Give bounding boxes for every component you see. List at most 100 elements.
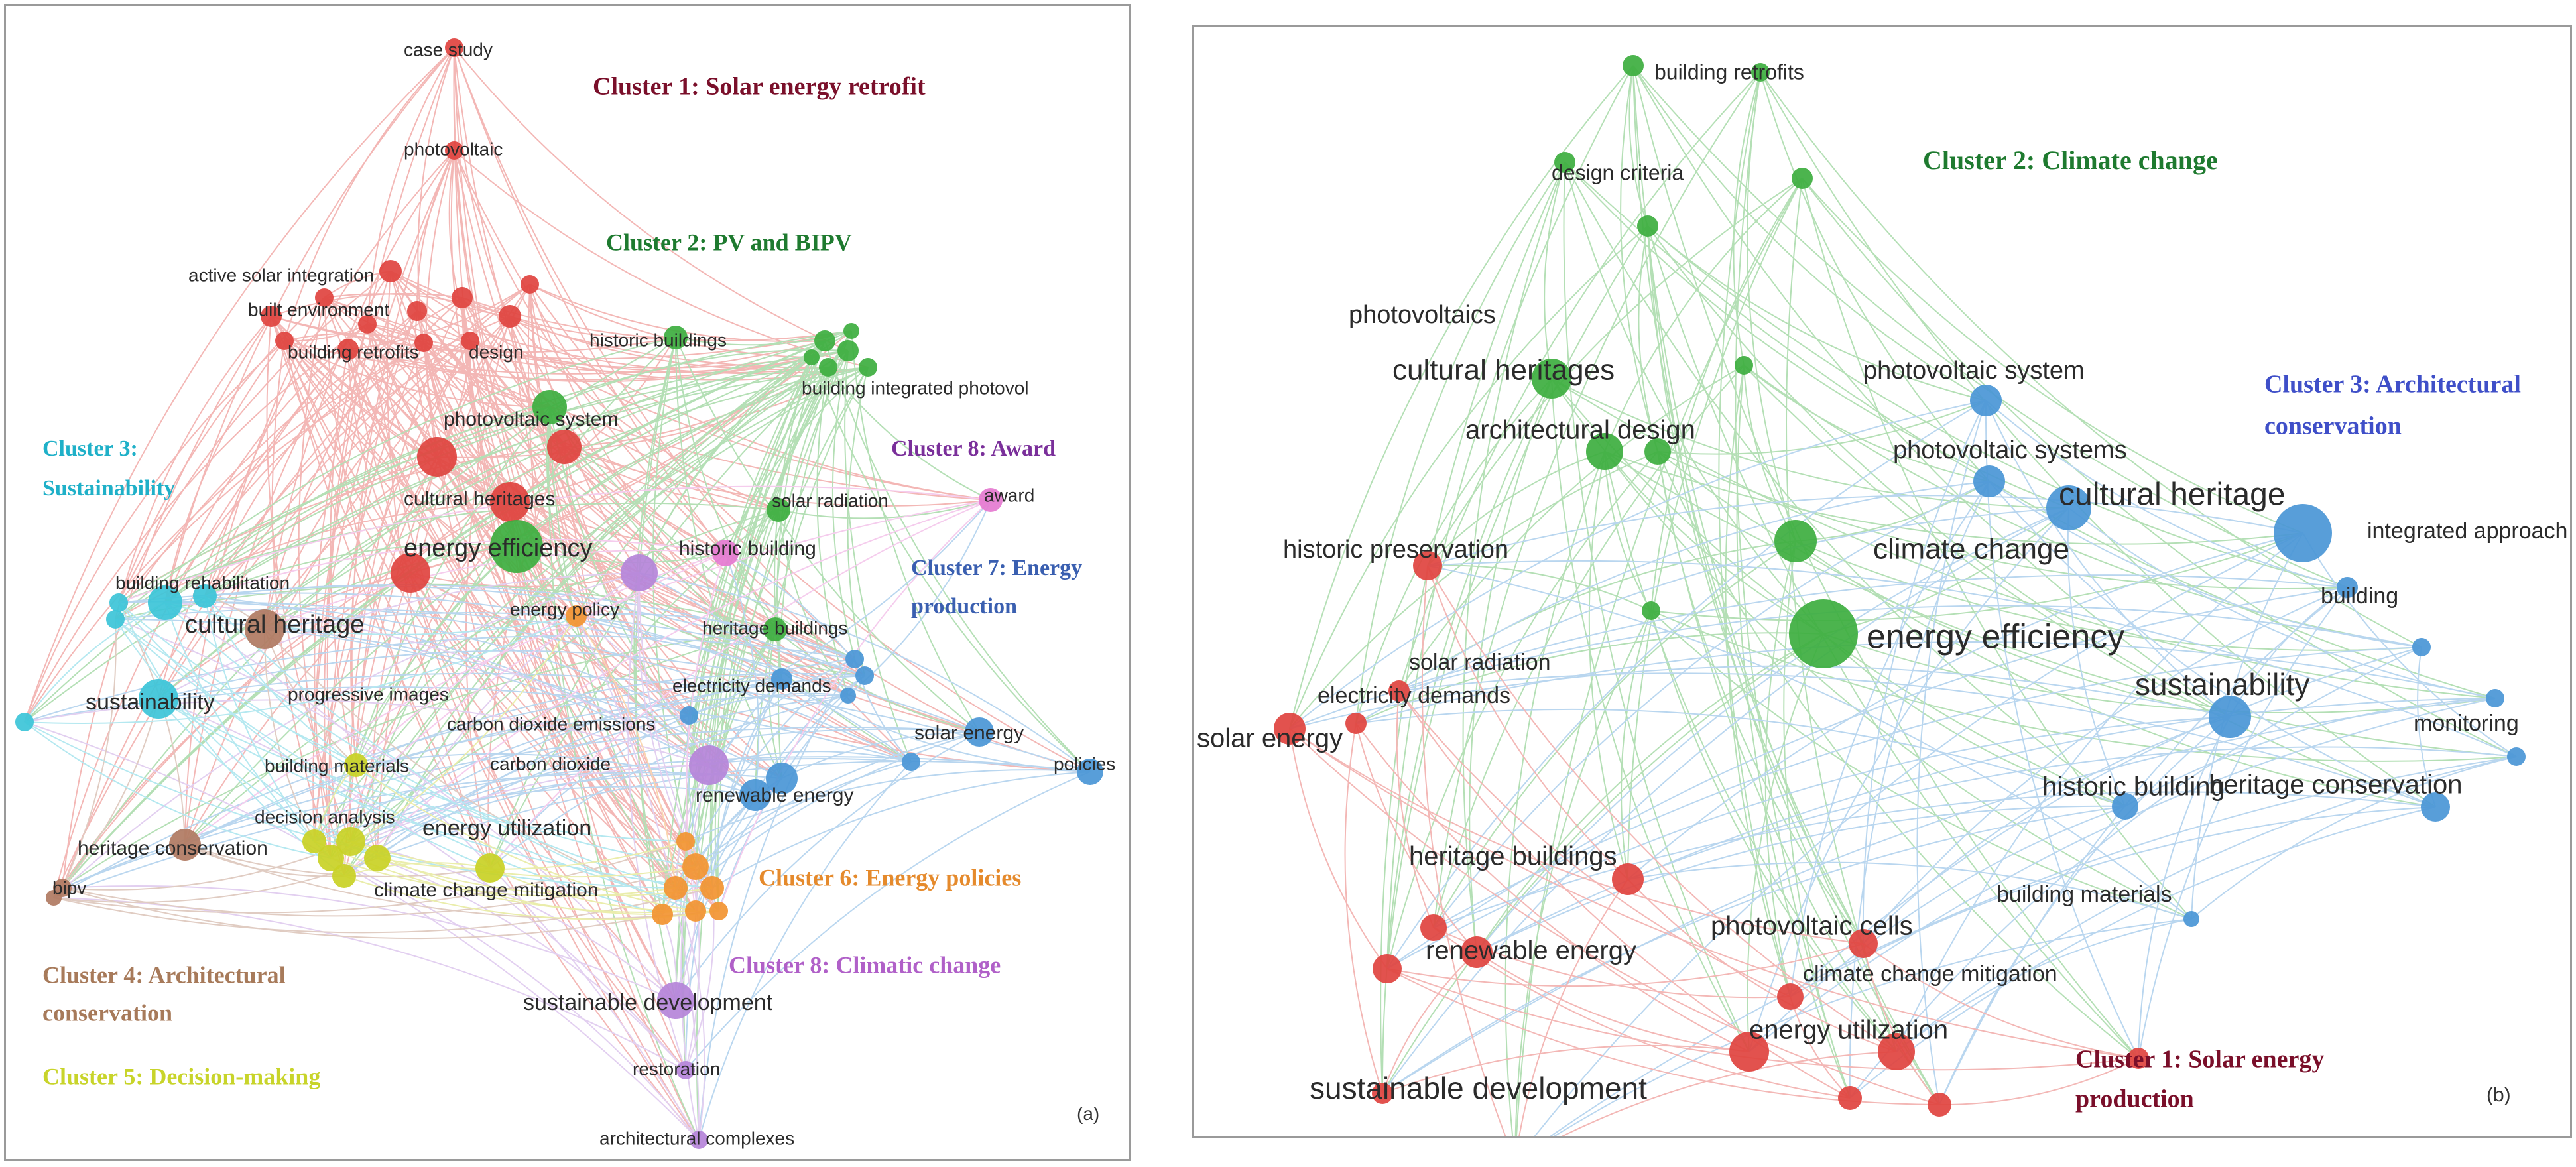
pink-cluster-node[interactable]: [712, 540, 739, 566]
red-cluster-node[interactable]: [1274, 713, 1306, 745]
red-cluster-node[interactable]: [490, 482, 530, 522]
red-cluster-node[interactable]: [452, 287, 473, 308]
blue-cluster-node[interactable]: [855, 666, 874, 685]
red-cluster-node[interactable]: [414, 334, 433, 352]
red-cluster-node[interactable]: [275, 332, 294, 350]
orange-cluster-node[interactable]: [676, 832, 695, 851]
purple-cluster-node[interactable]: [690, 1131, 708, 1149]
orange-cluster-node[interactable]: [700, 876, 724, 900]
blue-cluster-node[interactable]: [771, 668, 792, 690]
blue-cluster-node[interactable]: [902, 753, 920, 771]
green-cluster-node[interactable]: [490, 520, 543, 573]
red-cluster-node[interactable]: [1928, 1093, 1951, 1117]
blue-cluster-node[interactable]: [965, 717, 994, 747]
blue-cluster-node[interactable]: [2209, 696, 2251, 738]
blue-cluster-node[interactable]: [2421, 792, 2450, 822]
brown-cluster-node[interactable]: [169, 829, 201, 861]
green-cluster-node[interactable]: [664, 326, 688, 349]
red-cluster-node[interactable]: [547, 430, 582, 464]
red-cluster-node[interactable]: [261, 306, 282, 327]
green-cluster-node[interactable]: [1532, 359, 1571, 399]
cyan-cluster-node[interactable]: [193, 584, 217, 608]
blue-cluster-node[interactable]: [845, 650, 864, 668]
purple-cluster-node[interactable]: [657, 982, 694, 1019]
green-cluster-node[interactable]: [1637, 215, 1658, 237]
blue-cluster-node[interactable]: [2486, 689, 2504, 707]
orange-cluster-node[interactable]: [685, 900, 706, 922]
green-cluster-node[interactable]: [837, 340, 859, 361]
red-cluster-node[interactable]: [1612, 863, 1644, 895]
blue-cluster-node[interactable]: [840, 688, 856, 704]
pink-cluster-node[interactable]: [979, 488, 1003, 512]
green-cluster-node[interactable]: [1751, 63, 1770, 82]
orange-cluster-node[interactable]: [652, 904, 673, 925]
green-cluster-node[interactable]: [804, 349, 820, 365]
blue-cluster-node[interactable]: [2337, 577, 2358, 598]
blue-cluster-node[interactable]: [2412, 638, 2431, 656]
red-cluster-node[interactable]: [1729, 1032, 1769, 1072]
cyan-cluster-node[interactable]: [109, 593, 128, 612]
red-cluster-node[interactable]: [315, 288, 334, 307]
blue-cluster-node[interactable]: [680, 706, 698, 725]
red-cluster-node[interactable]: [1345, 713, 1367, 734]
red-cluster-node[interactable]: [1777, 983, 1804, 1010]
blue-cluster-node[interactable]: [1077, 759, 1103, 785]
red-cluster-node[interactable]: [521, 275, 539, 294]
green-cluster-node[interactable]: [1774, 520, 1817, 562]
yellow-cluster-node[interactable]: [318, 845, 344, 871]
yellow-cluster-node[interactable]: [336, 827, 365, 856]
red-cluster-node[interactable]: [407, 301, 427, 321]
red-cluster-node[interactable]: [1461, 936, 1493, 968]
blue-cluster-node[interactable]: [739, 779, 771, 811]
red-cluster-node[interactable]: [499, 305, 521, 328]
red-cluster-node[interactable]: [1413, 551, 1442, 580]
red-cluster-node[interactable]: [1878, 1033, 1915, 1070]
green-cluster-node[interactable]: [819, 358, 837, 377]
blue-cluster-node[interactable]: [766, 763, 798, 794]
green-cluster-node[interactable]: [1735, 356, 1753, 375]
red-cluster-node[interactable]: [2128, 1048, 2149, 1069]
yellow-cluster-node[interactable]: [364, 845, 391, 871]
green-cluster-node[interactable]: [1644, 438, 1671, 465]
purple-cluster-node[interactable]: [689, 745, 729, 785]
red-cluster-node[interactable]: [1373, 954, 1402, 983]
purple-cluster-node[interactable]: [621, 554, 658, 591]
blue-cluster-node[interactable]: [2046, 485, 2091, 530]
red-cluster-node[interactable]: [391, 553, 430, 593]
red-cluster-node[interactable]: [1388, 680, 1410, 702]
green-cluster-node[interactable]: [1554, 152, 1575, 173]
cyan-cluster-node[interactable]: [106, 610, 125, 629]
red-cluster-node[interactable]: [417, 437, 457, 477]
purple-cluster-node[interactable]: [676, 1061, 695, 1079]
orange-cluster-node[interactable]: [682, 853, 709, 880]
orange-cluster-node[interactable]: [709, 902, 728, 920]
red-cluster-node[interactable]: [445, 141, 463, 160]
cyan-cluster-node[interactable]: [139, 679, 178, 719]
green-cluster-node[interactable]: [814, 330, 835, 351]
blue-cluster-node[interactable]: [2183, 911, 2199, 927]
red-cluster-node[interactable]: [461, 332, 479, 350]
green-cluster-node[interactable]: [1586, 433, 1623, 470]
red-cluster-node[interactable]: [1420, 914, 1447, 941]
yellow-cluster-node[interactable]: [332, 864, 356, 888]
red-cluster-node[interactable]: [1838, 1086, 1862, 1110]
green-cluster-node[interactable]: [532, 390, 567, 424]
red-cluster-node[interactable]: [337, 339, 359, 360]
brown-cluster-node[interactable]: [46, 890, 62, 906]
yellow-cluster-node[interactable]: [302, 829, 326, 853]
red-cluster-node[interactable]: [1372, 1083, 1393, 1104]
orange-cluster-node[interactable]: [566, 605, 587, 627]
green-cluster-node[interactable]: [763, 617, 787, 641]
blue-cluster-node[interactable]: [2112, 793, 2138, 820]
green-cluster-node[interactable]: [1792, 168, 1813, 189]
brown-cluster-node[interactable]: [245, 609, 284, 649]
green-cluster-node[interactable]: [859, 358, 877, 377]
blue-cluster-node[interactable]: [2507, 747, 2526, 766]
cyan-cluster-node[interactable]: [15, 713, 34, 731]
green-cluster-node[interactable]: [1789, 599, 1858, 668]
orange-cluster-node[interactable]: [664, 876, 688, 900]
green-cluster-node[interactable]: [767, 498, 790, 522]
red-cluster-node[interactable]: [1849, 929, 1878, 958]
green-cluster-node[interactable]: [1623, 55, 1644, 76]
yellow-cluster-node[interactable]: [344, 753, 368, 777]
